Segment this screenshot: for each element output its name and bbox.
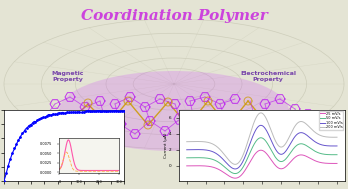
25 mV/s [332,162,336,165]
Line: 200 mV/s: 200 mV/s [187,113,337,164]
100 mV/s [233,168,237,170]
200 mV/s [267,123,271,125]
50 mV/s [256,138,261,140]
Legend: 25 mV/s, 50 mV/s, 100 mV/s, 200 mV/s: 25 mV/s, 50 mV/s, 100 mV/s, 200 mV/s [319,111,343,130]
25 mV/s [256,150,261,152]
100 mV/s [256,125,261,128]
100 mV/s [267,134,271,136]
25 mV/s [267,155,271,157]
100 mV/s [259,124,263,126]
200 mV/s [335,136,339,138]
50 mV/s [332,154,336,156]
Ellipse shape [59,71,289,151]
50 mV/s [335,153,339,156]
25 mV/s [185,165,189,167]
Text: Magnetic
Property: Magnetic Property [52,71,84,82]
100 mV/s [275,150,279,152]
200 mV/s [332,136,336,138]
50 mV/s [267,144,271,147]
100 mV/s [335,145,339,147]
50 mV/s [185,157,189,159]
200 mV/s [259,112,263,114]
200 mV/s [256,113,261,115]
200 mV/s [233,163,237,166]
50 mV/s [233,172,237,175]
100 mV/s [332,145,336,147]
25 mV/s [275,166,279,168]
50 mV/s [259,137,263,139]
25 mV/s [308,157,313,160]
Y-axis label: Current (μA): Current (μA) [164,133,168,158]
25 mV/s [335,162,339,165]
25 mV/s [257,149,261,152]
Text: Electrochemical
Property: Electrochemical Property [240,71,296,82]
200 mV/s [185,141,189,143]
Line: 25 mV/s: 25 mV/s [187,150,337,178]
25 mV/s [233,177,237,179]
25 mV/s [259,149,263,151]
50 mV/s [257,137,261,139]
50 mV/s [308,147,313,149]
100 mV/s [185,149,189,151]
100 mV/s [257,125,261,127]
50 mV/s [275,158,279,160]
Text: Coordination Polymer: Coordination Polymer [81,9,267,23]
100 mV/s [308,137,313,139]
Line: 100 mV/s: 100 mV/s [187,125,337,169]
Line: 50 mV/s: 50 mV/s [187,138,337,174]
200 mV/s [275,142,279,145]
200 mV/s [308,127,313,129]
200 mV/s [257,112,261,115]
